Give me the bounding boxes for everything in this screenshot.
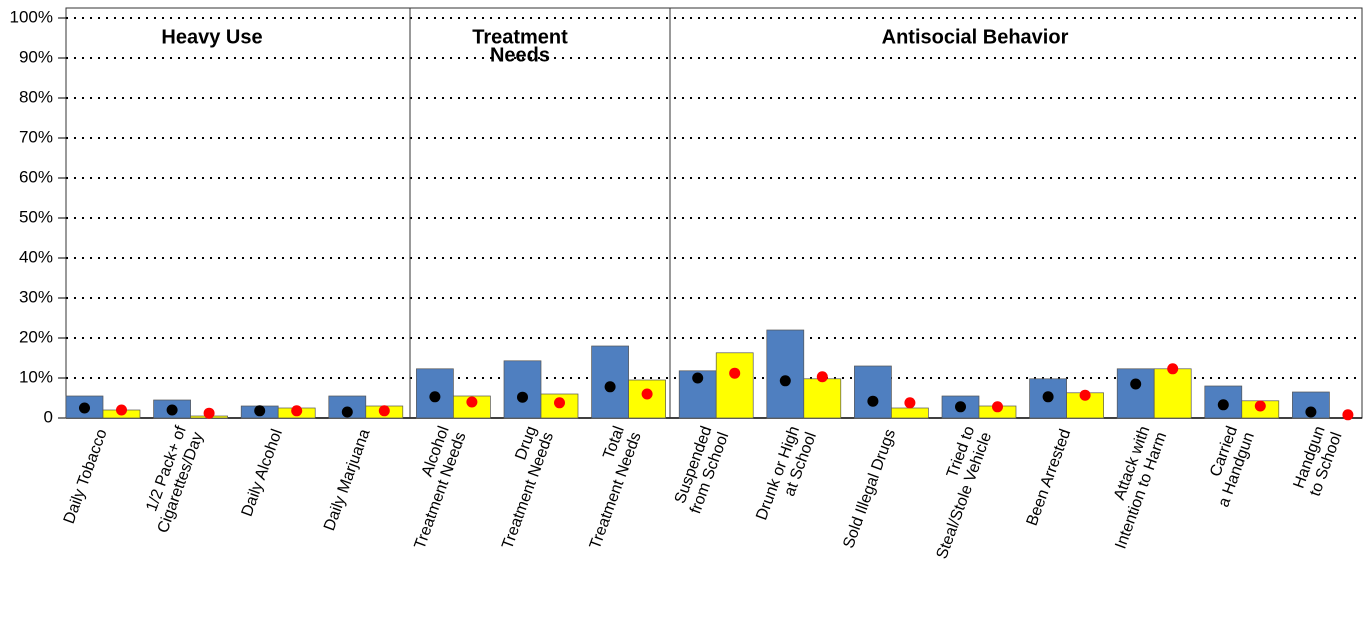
dot [116, 404, 127, 416]
x-tick-label: Daily Tobacco [61, 427, 111, 526]
dot [641, 388, 653, 400]
dot [992, 401, 1003, 413]
y-tick-label: 100% [10, 7, 53, 26]
x-tick-label: Sold Illegal Drugs [840, 427, 899, 551]
y-tick-label: 10% [19, 367, 53, 386]
x-tick-label: Been Arrested [1024, 427, 1075, 528]
y-tick-label: 60% [19, 167, 53, 186]
y-tick-label: 70% [19, 127, 53, 146]
bar [715, 352, 754, 419]
bar [891, 407, 929, 419]
dot [341, 406, 353, 418]
dot [466, 396, 478, 408]
y-tick-label: 0 [44, 407, 53, 426]
bar [803, 378, 842, 419]
bar [503, 360, 542, 419]
y-tick-label: 50% [19, 207, 53, 226]
bar [1029, 378, 1067, 419]
dot [816, 371, 828, 383]
section-title: Needs [490, 44, 550, 66]
y-tick-label: 90% [19, 47, 53, 66]
dot [779, 375, 791, 387]
dot [1167, 363, 1179, 375]
bar [1153, 368, 1192, 419]
dot [867, 395, 879, 407]
section-title: Treatment [472, 26, 568, 48]
dot [429, 391, 441, 403]
y-tick-label: 20% [19, 327, 53, 346]
dot [904, 397, 916, 409]
dot [1342, 409, 1354, 421]
dot [554, 397, 565, 409]
section-title: Heavy Use [161, 26, 262, 48]
y-tick-label: 40% [19, 247, 53, 266]
bar [1116, 368, 1155, 419]
dot [1305, 406, 1317, 418]
x-tick-label: Daily Alcohol [239, 427, 286, 519]
dot [517, 391, 528, 403]
dot [692, 372, 704, 384]
dot [378, 405, 390, 417]
dot [729, 367, 741, 379]
dot [203, 407, 215, 419]
dot [254, 405, 266, 417]
dot [1130, 378, 1142, 390]
dot [955, 401, 966, 413]
y-tick-label: 30% [19, 287, 53, 306]
x-tick-label: Daily Marjuana [321, 427, 374, 533]
dot [79, 402, 90, 414]
dot [1254, 400, 1266, 412]
dot [1042, 391, 1054, 403]
y-tick-label: 80% [19, 87, 53, 106]
dot [1217, 399, 1229, 411]
section-title: Antisocial Behavior [882, 26, 1069, 48]
bar [854, 365, 892, 419]
dot [1079, 389, 1091, 401]
bar [766, 329, 805, 419]
dot [291, 405, 303, 417]
dot [166, 404, 178, 416]
plot-frame [65, 7, 1363, 419]
dot [604, 381, 616, 393]
